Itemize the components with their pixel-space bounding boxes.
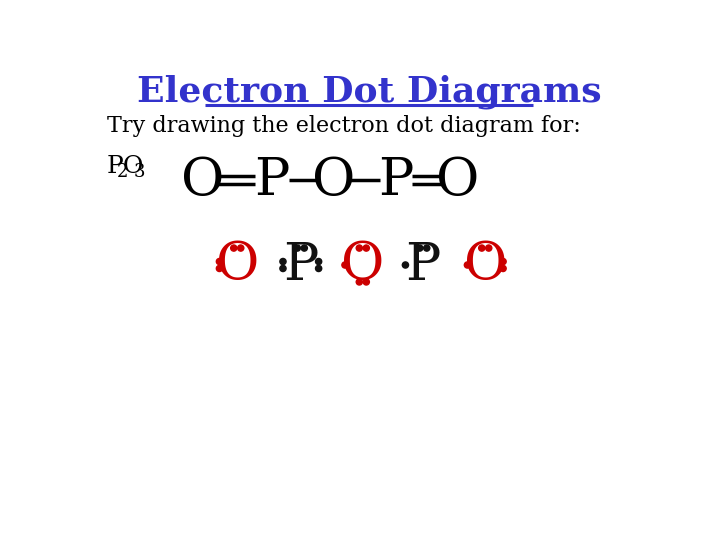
Text: 2: 2 — [117, 163, 127, 181]
Circle shape — [417, 245, 423, 251]
Circle shape — [315, 265, 322, 272]
Circle shape — [363, 245, 369, 251]
Circle shape — [342, 262, 348, 268]
Circle shape — [315, 259, 322, 265]
Circle shape — [485, 245, 492, 251]
Text: 3: 3 — [133, 163, 145, 181]
Circle shape — [230, 245, 237, 251]
Text: P: P — [283, 240, 318, 291]
Text: P: P — [379, 155, 414, 206]
Circle shape — [280, 265, 286, 272]
Text: O: O — [122, 155, 143, 178]
Text: O: O — [436, 155, 480, 206]
Circle shape — [423, 245, 430, 251]
Circle shape — [464, 262, 471, 268]
Circle shape — [356, 245, 362, 251]
Text: P: P — [405, 240, 441, 291]
Circle shape — [500, 259, 506, 265]
Text: O: O — [181, 155, 224, 206]
Text: O: O — [464, 240, 507, 291]
Circle shape — [363, 279, 369, 285]
Circle shape — [301, 245, 307, 251]
Text: O: O — [312, 155, 356, 206]
Text: Try drawing the electron dot diagram for:: Try drawing the electron dot diagram for… — [107, 116, 581, 137]
Circle shape — [402, 262, 408, 268]
Circle shape — [294, 245, 300, 251]
Text: O: O — [341, 240, 384, 291]
Circle shape — [280, 259, 286, 265]
Text: Electron Dot Diagrams: Electron Dot Diagrams — [137, 75, 601, 109]
Circle shape — [216, 265, 222, 272]
Circle shape — [216, 259, 222, 265]
Text: P: P — [107, 155, 124, 178]
Text: P: P — [254, 155, 290, 206]
Circle shape — [500, 265, 506, 272]
Circle shape — [238, 245, 244, 251]
Circle shape — [479, 245, 485, 251]
Text: O: O — [215, 240, 259, 291]
Circle shape — [356, 279, 362, 285]
